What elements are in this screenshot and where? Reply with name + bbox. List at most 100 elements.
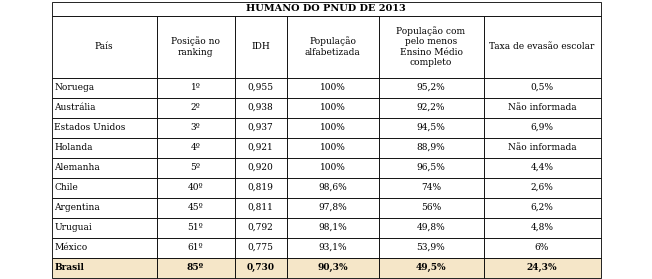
Bar: [52, 117, 156, 138]
Text: 3º: 3º: [190, 123, 200, 132]
Bar: [52, 258, 156, 278]
Text: 49,5%: 49,5%: [416, 263, 447, 272]
Text: Taxa de evasão escolar: Taxa de evasão escolar: [489, 42, 595, 51]
Text: Uruguai: Uruguai: [55, 223, 92, 232]
Bar: [286, 138, 379, 158]
Bar: [52, 78, 156, 97]
Bar: [235, 78, 286, 97]
Text: Holanda: Holanda: [55, 143, 93, 152]
Bar: [286, 158, 379, 177]
Text: 5º: 5º: [190, 163, 201, 172]
Bar: [379, 78, 484, 97]
Text: 0,792: 0,792: [248, 223, 273, 232]
Bar: [156, 237, 235, 258]
Text: 4,4%: 4,4%: [531, 163, 554, 172]
Bar: [379, 218, 484, 237]
Text: 4º: 4º: [190, 143, 200, 152]
Bar: [156, 218, 235, 237]
Text: População com
pelo menos
Ensino Médio
completo: População com pelo menos Ensino Médio co…: [396, 26, 466, 67]
Text: 94,5%: 94,5%: [417, 123, 445, 132]
Bar: [379, 198, 484, 218]
Text: 74%: 74%: [421, 183, 441, 192]
Text: 90,3%: 90,3%: [317, 263, 348, 272]
Bar: [235, 97, 286, 117]
Text: Noruega: Noruega: [55, 83, 95, 92]
Text: 6,2%: 6,2%: [531, 203, 554, 212]
Bar: [484, 138, 600, 158]
Text: 96,5%: 96,5%: [417, 163, 445, 172]
Text: 2,6%: 2,6%: [531, 183, 554, 192]
Text: País: País: [95, 42, 113, 51]
Text: 0,775: 0,775: [248, 243, 273, 252]
Bar: [156, 117, 235, 138]
Bar: [52, 177, 156, 198]
Bar: [235, 198, 286, 218]
Bar: [286, 237, 379, 258]
Bar: [484, 237, 600, 258]
Text: Brasil: Brasil: [55, 263, 84, 272]
Bar: [286, 16, 379, 78]
Text: 51º: 51º: [188, 223, 203, 232]
Text: 92,2%: 92,2%: [417, 103, 445, 112]
Bar: [484, 97, 600, 117]
Text: 100%: 100%: [319, 103, 346, 112]
Bar: [379, 258, 484, 278]
Text: 100%: 100%: [319, 123, 346, 132]
Text: 45º: 45º: [188, 203, 203, 212]
Text: 4,8%: 4,8%: [531, 223, 554, 232]
Text: 88,9%: 88,9%: [417, 143, 445, 152]
Text: 40º: 40º: [188, 183, 203, 192]
Bar: [156, 97, 235, 117]
Text: Chile: Chile: [55, 183, 78, 192]
Text: 0,819: 0,819: [248, 183, 273, 192]
Text: Não informada: Não informada: [508, 103, 576, 112]
Text: 98,1%: 98,1%: [318, 223, 347, 232]
Bar: [484, 158, 600, 177]
Text: População
alfabetizada: População alfabetizada: [304, 36, 361, 57]
Text: 0,938: 0,938: [248, 103, 273, 112]
Text: 56%: 56%: [421, 203, 441, 212]
Text: 0,5%: 0,5%: [531, 83, 554, 92]
Text: 24,3%: 24,3%: [527, 263, 557, 272]
Bar: [52, 158, 156, 177]
Text: 97,8%: 97,8%: [318, 203, 347, 212]
Bar: [286, 117, 379, 138]
Bar: [286, 177, 379, 198]
Bar: [484, 78, 600, 97]
Bar: [235, 138, 286, 158]
Text: 95,2%: 95,2%: [417, 83, 445, 92]
Text: Alemanha: Alemanha: [55, 163, 100, 172]
Text: 0,937: 0,937: [248, 123, 273, 132]
Bar: [484, 177, 600, 198]
Bar: [235, 237, 286, 258]
Bar: [286, 218, 379, 237]
Text: 61º: 61º: [188, 243, 203, 252]
Bar: [484, 117, 600, 138]
Bar: [156, 138, 235, 158]
Bar: [52, 138, 156, 158]
Bar: [484, 218, 600, 237]
Text: 98,6%: 98,6%: [318, 183, 347, 192]
Bar: [156, 177, 235, 198]
Text: Não informada: Não informada: [508, 143, 576, 152]
Bar: [52, 16, 156, 78]
Text: Estados Unidos: Estados Unidos: [55, 123, 126, 132]
Text: Posição no
ranking: Posição no ranking: [171, 36, 220, 57]
Text: 100%: 100%: [319, 163, 346, 172]
Bar: [52, 218, 156, 237]
Text: 49,8%: 49,8%: [417, 223, 445, 232]
Bar: [379, 16, 484, 78]
Bar: [379, 237, 484, 258]
Text: 6,9%: 6,9%: [531, 123, 554, 132]
Text: HUMANO DO PNUD DE 2013: HUMANO DO PNUD DE 2013: [246, 4, 406, 13]
Text: 1º: 1º: [190, 83, 200, 92]
Text: IDH: IDH: [251, 42, 270, 51]
Bar: [379, 97, 484, 117]
Bar: [286, 78, 379, 97]
Bar: [156, 78, 235, 97]
Text: 100%: 100%: [319, 83, 346, 92]
Bar: [286, 198, 379, 218]
Bar: [52, 97, 156, 117]
Text: México: México: [55, 243, 88, 252]
Bar: [235, 158, 286, 177]
